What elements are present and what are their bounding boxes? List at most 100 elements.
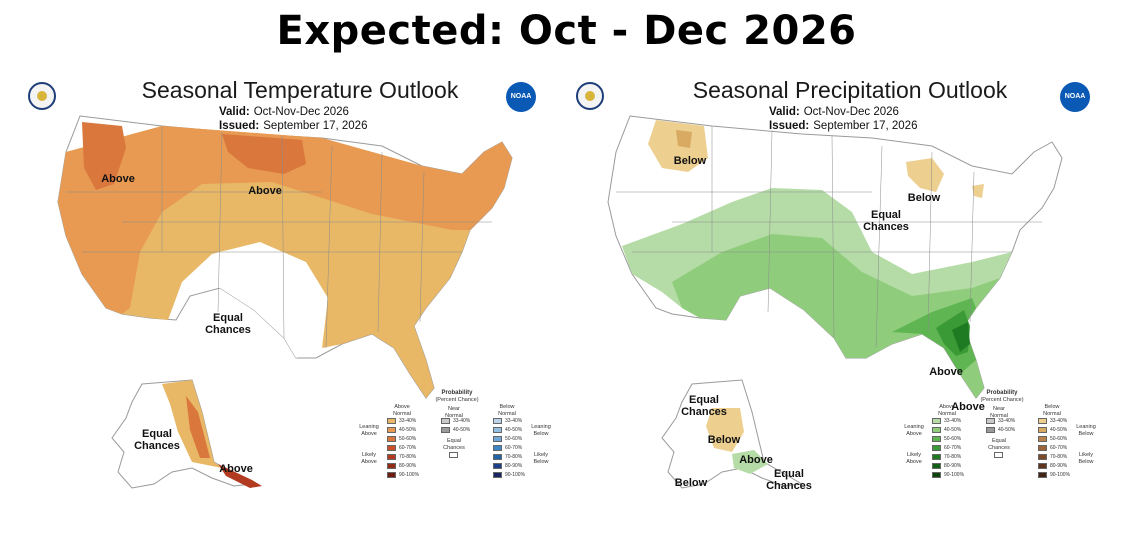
legend-below-range: 40-50% (1050, 427, 1068, 433)
legend-above-range: 70-80% (399, 454, 417, 460)
legend-col-above: Above Normal (938, 404, 956, 417)
legend-near-range: 33-40% (998, 418, 1016, 424)
valid-value: Oct-Nov-Dec 2026 (253, 106, 349, 118)
label-chances: Chances (863, 221, 909, 233)
legend-above-swatch (387, 463, 396, 469)
precip-70-80-region (952, 322, 970, 352)
temperature-legend: Probability (Percent Chance) Above Normal… (357, 390, 557, 490)
legend-below-swatch (1038, 472, 1047, 478)
legend-below-swatch (1038, 463, 1047, 469)
legend-above-swatch (932, 418, 941, 424)
legend-likely-above: Likely Above (906, 452, 922, 465)
legend-above-range: 33-40% (399, 418, 417, 424)
legend-above-swatch (387, 445, 396, 451)
precip-below-nw-40 (676, 130, 692, 148)
legend-col-below: Below Normal (498, 404, 516, 417)
legend-below-range: 90-100% (1050, 472, 1071, 478)
temperature-meta: Valid: Oct-Nov-Dec 2026 Issued: September … (219, 105, 367, 133)
legend-below-swatch (493, 427, 502, 433)
state-lines (616, 126, 1042, 349)
precip-40-50-region (672, 234, 1000, 398)
alaska-above-40 (186, 396, 210, 458)
legend-likely-below: Likely Below (1078, 452, 1094, 465)
label-ak-above: Above (739, 454, 773, 466)
legend-col-above: Above Normal (393, 404, 411, 417)
temp-50-60-nw (82, 122, 126, 190)
headline: Expected: Oct - Dec 2026 (276, 8, 857, 54)
label-equal: Equal (871, 209, 901, 221)
legend-subtitle: (Percent Chance) (980, 397, 1024, 403)
legend-leaning-below: Leaning Below (531, 424, 551, 437)
legend-below-swatch (493, 472, 502, 478)
noaa-logo-icon: NOAA (506, 82, 536, 112)
legend-above-range: 60-70% (399, 445, 417, 451)
temp-40-50-region (58, 126, 512, 314)
legend-below-range: 33-40% (1050, 418, 1068, 424)
label-above-fl: Above (951, 401, 985, 413)
precip-below-ne (906, 158, 944, 192)
commerce-seal-icon (576, 82, 604, 110)
legend-above-swatch (932, 472, 941, 478)
legend-above-range: 50-60% (399, 436, 417, 442)
legend-leaning-below: Leaning Below (1076, 424, 1096, 437)
label-ak-below: Below (708, 434, 741, 446)
legend-below-range: 70-80% (505, 454, 523, 460)
label-below-nw: Below (674, 155, 707, 167)
label-ak-chances-s: Chances (766, 480, 812, 492)
legend-subtitle: (Percent Chance) (435, 397, 479, 403)
label-ak-above: Above (219, 463, 253, 475)
legend-equal: Equal Chances (988, 438, 1010, 451)
legend-below-swatch (493, 436, 502, 442)
legend-title: Probability (986, 390, 1018, 396)
legend-above-range: 33-40% (944, 418, 962, 424)
legend-above-swatch (387, 427, 396, 433)
label-above-se: Above (929, 366, 963, 378)
commerce-seal-icon (28, 82, 56, 110)
legend-below-swatch (1038, 454, 1047, 460)
legend-below-range: 70-80% (1050, 454, 1068, 460)
legend-title: Probability (441, 390, 473, 396)
legend-below-range: 50-60% (1050, 436, 1068, 442)
legend-above-range: 60-70% (944, 445, 962, 451)
label-ak-equal-s: Equal (774, 468, 804, 480)
legend-near-swatch (441, 418, 450, 424)
legend-below-swatch (1038, 427, 1047, 433)
alaska-panhandle (218, 464, 262, 488)
legend-leaning-above: Leaning Above (904, 424, 924, 437)
legend-below-range: 40-50% (505, 427, 523, 433)
legend-above-swatch (932, 436, 941, 442)
issued-label: Issued: (769, 120, 810, 132)
legend-above-swatch (932, 463, 941, 469)
label-below-ne: Below (908, 192, 941, 204)
legend-below-swatch (1038, 445, 1047, 451)
valid-value: Oct-Nov-Dec 2026 (803, 106, 899, 118)
precip-below-ne-2 (972, 184, 984, 198)
legend-near-swatch (986, 418, 995, 424)
legend-below-swatch (493, 445, 502, 451)
label-ak-below-s: Below (675, 477, 708, 489)
legend-likely-below: Likely Below (533, 452, 549, 465)
legend-col-below: Below Normal (1043, 404, 1061, 417)
issued-value: September 17, 2026 (813, 120, 918, 132)
legend-equal-swatch (994, 452, 1003, 458)
precipitation-legend: Probability (Percent Chance) Above Normal… (902, 390, 1102, 490)
legend-above-swatch (932, 454, 941, 460)
label-equal: Equal (213, 312, 243, 324)
legend-below-swatch (493, 418, 502, 424)
temperature-outlook-panel: NOAA Seasonal Temperature Outlook Valid:… (22, 72, 578, 492)
temp-equal-chances-region (192, 244, 326, 358)
label-ak-equal-n: Equal (689, 394, 719, 406)
precipitation-meta: Valid: Oct-Nov-Dec 2026 Issued: September … (769, 105, 917, 133)
legend-above-swatch (932, 427, 941, 433)
temp-50-60-n (222, 134, 306, 174)
label-ak-chances: Chances (134, 440, 180, 452)
legend-near-range: 33-40% (453, 418, 471, 424)
legend-above-swatch (387, 418, 396, 424)
legend-below-range: 33-40% (505, 418, 523, 424)
legend-below-range: 80-90% (1050, 463, 1068, 469)
legend-above-range: 90-100% (399, 472, 420, 478)
precipitation-outlook-title: Seasonal Precipitation Outlook (692, 77, 1008, 103)
valid-label: Valid: (769, 106, 800, 118)
issued-label: Issued: (219, 120, 260, 132)
legend-likely-above: Likely Above (361, 452, 377, 465)
